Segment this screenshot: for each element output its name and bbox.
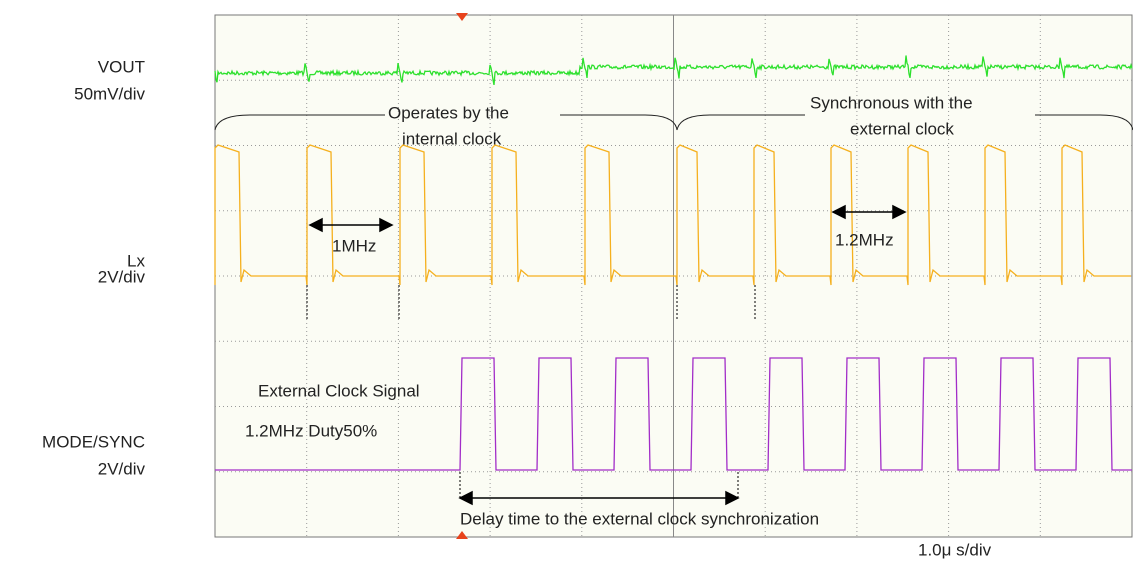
annotation: 1MHz — [332, 236, 376, 255]
annotation: external clock — [850, 119, 954, 138]
timebase: 1.0μ s/div — [918, 540, 992, 559]
annotation: internal clock — [402, 129, 502, 148]
annotation: 1.2MHz — [835, 230, 894, 249]
trigger-marker — [456, 531, 468, 539]
brace — [676, 114, 1133, 131]
channel-scale: 2V/div — [98, 267, 146, 286]
arrowhead — [458, 490, 473, 506]
arrowhead — [831, 204, 846, 220]
vout-trace — [214, 55, 1133, 86]
arrowhead — [892, 204, 907, 220]
arrows — [308, 204, 907, 506]
arrowhead — [379, 217, 394, 233]
channel-name: VOUT — [98, 57, 145, 76]
channel-scale: 50mV/div — [74, 84, 145, 103]
channel-name: MODE/SYNC — [42, 432, 145, 451]
braces — [214, 114, 1133, 131]
channel-name: Lx — [127, 251, 145, 270]
annotation: Operates by the — [388, 103, 509, 122]
annotation: External Clock Signal — [258, 381, 420, 400]
waveforms — [214, 55, 1133, 471]
lx-trace — [214, 144, 1131, 286]
brace — [214, 114, 678, 131]
annotation: Synchronous with the — [810, 93, 973, 112]
sync-trace — [215, 357, 1132, 471]
trigger-marker — [456, 13, 468, 21]
channel-scale: 2V/div — [98, 459, 146, 478]
annotation: Delay time to the external clock synchro… — [460, 509, 819, 528]
arrowhead — [308, 217, 323, 233]
annotation: 1.2MHz Duty50% — [245, 421, 377, 440]
arrowhead — [725, 490, 740, 506]
markers — [306, 285, 756, 500]
